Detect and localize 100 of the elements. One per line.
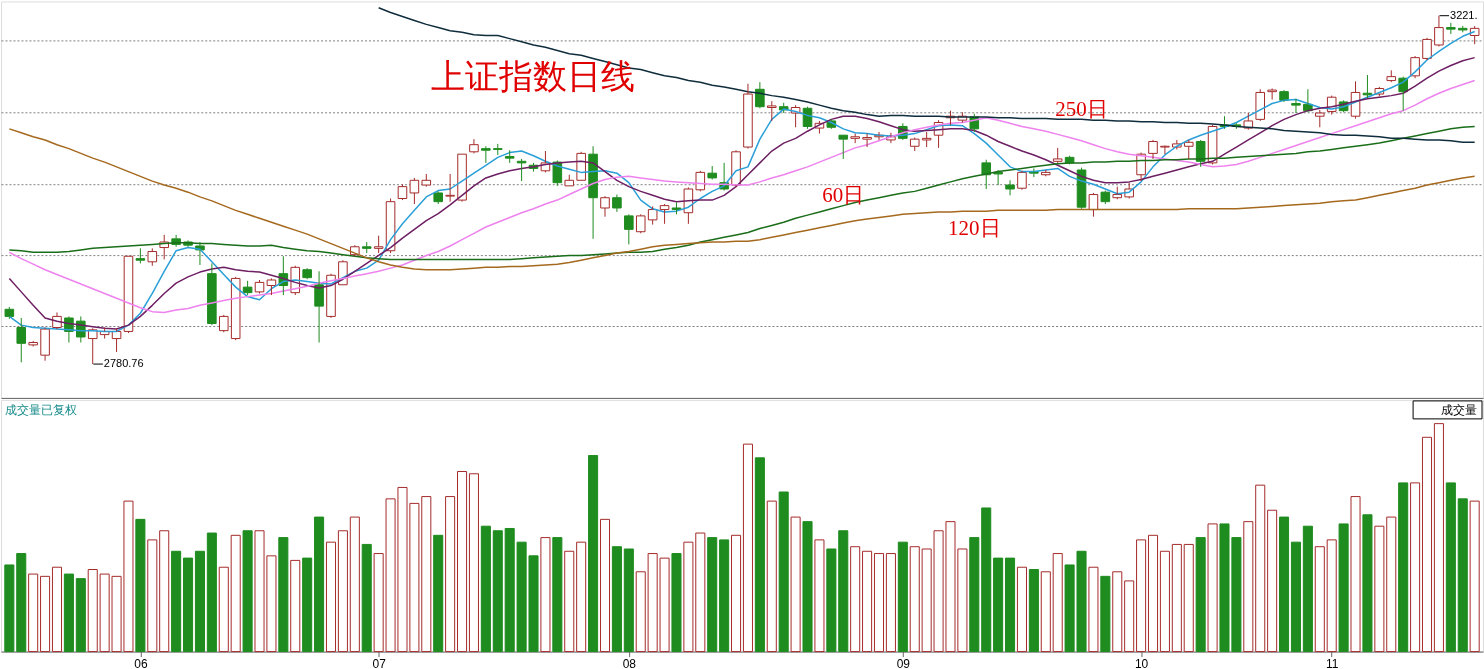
bar: [1338, 523, 1349, 653]
bar: [981, 507, 992, 653]
bar: [1136, 539, 1147, 653]
bar: [1207, 523, 1218, 653]
text: 上证指数日线: [431, 58, 636, 96]
candlestick: [457, 153, 467, 203]
bar: [171, 550, 182, 653]
bar: [75, 578, 86, 653]
annotation: 2780.76: [103, 357, 144, 370]
bar: [1445, 482, 1456, 653]
bar: [135, 518, 146, 653]
candlestick: [16, 317, 27, 363]
bar: [719, 539, 730, 653]
bar: [969, 537, 980, 653]
bar: [862, 550, 873, 653]
x-tick-label: 07: [372, 657, 387, 669]
candlestick: [1422, 37, 1432, 61]
bar: [1362, 514, 1373, 653]
candlestick: [1195, 139, 1206, 168]
candlestick: [862, 133, 872, 148]
bar: [540, 537, 551, 653]
candlestick: [242, 280, 253, 296]
candlestick: [612, 194, 622, 213]
bar: [754, 457, 765, 653]
chart-title: 成交量已复权: [4, 402, 77, 417]
bar: [1005, 557, 1016, 653]
bar: [63, 573, 74, 653]
candlestick: [4, 306, 15, 320]
candlestick: [743, 83, 753, 150]
bar: [993, 557, 1004, 653]
bar: [731, 534, 742, 653]
bar: [1398, 482, 1409, 653]
candlestick: [409, 177, 420, 205]
bar: [1052, 553, 1063, 653]
bar: [897, 541, 908, 653]
bar: [206, 532, 217, 653]
candlestick: [135, 247, 146, 264]
candlestick: [504, 149, 515, 164]
bar: [230, 534, 241, 653]
candlestick: [1315, 109, 1325, 128]
bar: [1350, 496, 1361, 653]
bar: [885, 553, 896, 653]
candlestick: [838, 134, 849, 160]
candlestick: [421, 173, 432, 188]
bar: [314, 516, 325, 653]
bar: [337, 530, 348, 653]
candlestick: [647, 205, 658, 226]
bar: [1302, 525, 1313, 653]
candlestick: [1434, 15, 1444, 48]
bar: [1088, 566, 1099, 653]
series-label: 250日: [1055, 97, 1108, 122]
bar: [1290, 541, 1301, 653]
bar: [218, 566, 229, 653]
candlestick: [624, 213, 634, 245]
x-tick-label: 11: [1325, 657, 1339, 669]
candlestick: [1291, 98, 1301, 114]
candlestick: [266, 277, 277, 296]
bar: [1183, 543, 1194, 653]
bar: [445, 496, 456, 653]
bar: [278, 537, 289, 653]
candlestick: [707, 165, 718, 180]
candlestick: [588, 145, 598, 240]
bar: [611, 546, 622, 653]
candlestick: [445, 173, 455, 203]
bar: [671, 553, 682, 653]
bar: [433, 534, 444, 653]
bar: [1410, 482, 1421, 653]
candlestick: [373, 235, 384, 254]
annotation: 3221.: [1450, 8, 1478, 21]
x-tick-label: 08: [622, 657, 637, 669]
bar: [1421, 436, 1433, 653]
bar: [1159, 550, 1170, 653]
candlestick: [361, 241, 372, 254]
bar: [51, 566, 63, 653]
candlestick: [1148, 139, 1158, 160]
candlestick: [921, 131, 932, 148]
candlestick: [600, 195, 610, 218]
candlestick: [469, 138, 479, 154]
bar: [1326, 539, 1337, 653]
bar: [623, 548, 634, 653]
candlestick: [1017, 170, 1027, 191]
bar: [1016, 566, 1027, 653]
candlestick: [1279, 89, 1289, 103]
bar: [873, 553, 885, 653]
candlestick: [1183, 139, 1194, 160]
bar: [1171, 543, 1182, 653]
candlestick: [433, 190, 443, 205]
candlestick: [40, 326, 50, 362]
bar: [242, 530, 253, 653]
bar: [1100, 575, 1111, 653]
candlestick: [207, 262, 217, 326]
candlestick: [766, 100, 777, 122]
bar: [1457, 498, 1468, 653]
x-tick-label: 09: [896, 657, 911, 669]
bar: [457, 470, 468, 653]
candlestick: [1457, 25, 1468, 33]
candlestick: [147, 247, 158, 267]
candlestick: [481, 145, 491, 164]
bar: [147, 539, 158, 653]
bar: [1469, 500, 1480, 653]
